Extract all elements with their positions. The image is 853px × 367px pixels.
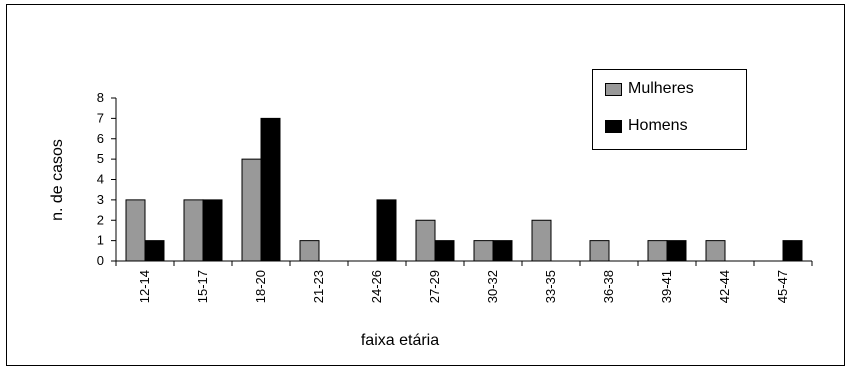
legend-item-homens: Homens bbox=[605, 116, 688, 136]
x-tick-label-21-23: 21-23 bbox=[311, 270, 326, 303]
bar-mulheres-36-38 bbox=[589, 240, 610, 262]
legend-label-mulheres: Mulheres bbox=[628, 80, 694, 97]
x-tick-label-42-44: 42-44 bbox=[717, 270, 732, 303]
bar-mulheres-15-17 bbox=[183, 199, 204, 262]
bar-homens-30-32 bbox=[492, 240, 513, 262]
bar-homens-45-47 bbox=[782, 240, 803, 262]
chart-frame bbox=[6, 4, 845, 366]
axes-group: 0 1 2 3 4 5 6 7 8 12-14 15-17 18-20 21-23 24-26 27-29 3… bbox=[97, 90, 813, 303]
bar-homens-39-41 bbox=[666, 240, 687, 262]
bar-homens-24-26 bbox=[376, 199, 397, 262]
x-tick-label-39-41: 39-41 bbox=[659, 270, 674, 303]
bar-homens-27-29 bbox=[434, 240, 455, 262]
bar-mulheres-42-44 bbox=[705, 240, 726, 262]
bar-mulheres-12-14 bbox=[125, 199, 146, 262]
x-tick-label-30-32: 30-32 bbox=[485, 270, 500, 303]
x-tick-label-36-38: 36-38 bbox=[601, 270, 616, 303]
y-tick-label-6: 6 bbox=[97, 131, 104, 146]
bar-mulheres-18-20 bbox=[241, 158, 262, 262]
legend-label-homens: Homens bbox=[628, 117, 688, 134]
bar-homens-15-17 bbox=[202, 199, 223, 262]
x-tick-label-12-14: 12-14 bbox=[137, 270, 152, 303]
x-tick-label-45-47: 45-47 bbox=[775, 270, 790, 303]
y-tick-label-4: 4 bbox=[97, 172, 104, 187]
x-axis-title: faixa etária bbox=[361, 332, 439, 349]
bar-mulheres-21-23 bbox=[299, 240, 320, 262]
bar-mulheres-39-41 bbox=[647, 240, 668, 262]
bar-homens-18-20 bbox=[260, 117, 281, 262]
legend-swatch-homens bbox=[605, 119, 622, 133]
y-tick-label-7: 7 bbox=[97, 110, 104, 125]
y-tick-label-0: 0 bbox=[97, 253, 104, 268]
x-tick-label-18-20: 18-20 bbox=[253, 270, 268, 303]
x-tick-label-24-26: 24-26 bbox=[369, 270, 384, 303]
y-axis-title: n. de casos bbox=[49, 139, 66, 221]
y-tick-label-1: 1 bbox=[97, 233, 104, 248]
x-tick-label-33-35: 33-35 bbox=[543, 270, 558, 303]
legend-item-mulheres: Mulheres bbox=[605, 79, 694, 99]
legend: Mulheres Homens bbox=[592, 69, 747, 150]
x-tick-label-27-29: 27-29 bbox=[427, 270, 442, 303]
y-tick-label-5: 5 bbox=[97, 151, 104, 166]
bar-mulheres-27-29 bbox=[415, 219, 436, 262]
bar-homens-12-14 bbox=[144, 240, 165, 262]
y-tick-label-2: 2 bbox=[97, 212, 104, 227]
y-tick-label-8: 8 bbox=[97, 90, 104, 105]
y-tick-label-3: 3 bbox=[97, 192, 104, 207]
bar-mulheres-30-32 bbox=[473, 240, 494, 262]
bars-group bbox=[125, 117, 803, 262]
bar-mulheres-33-35 bbox=[531, 219, 552, 262]
x-tick-label-15-17: 15-17 bbox=[195, 270, 210, 303]
legend-swatch-mulheres bbox=[605, 82, 622, 96]
